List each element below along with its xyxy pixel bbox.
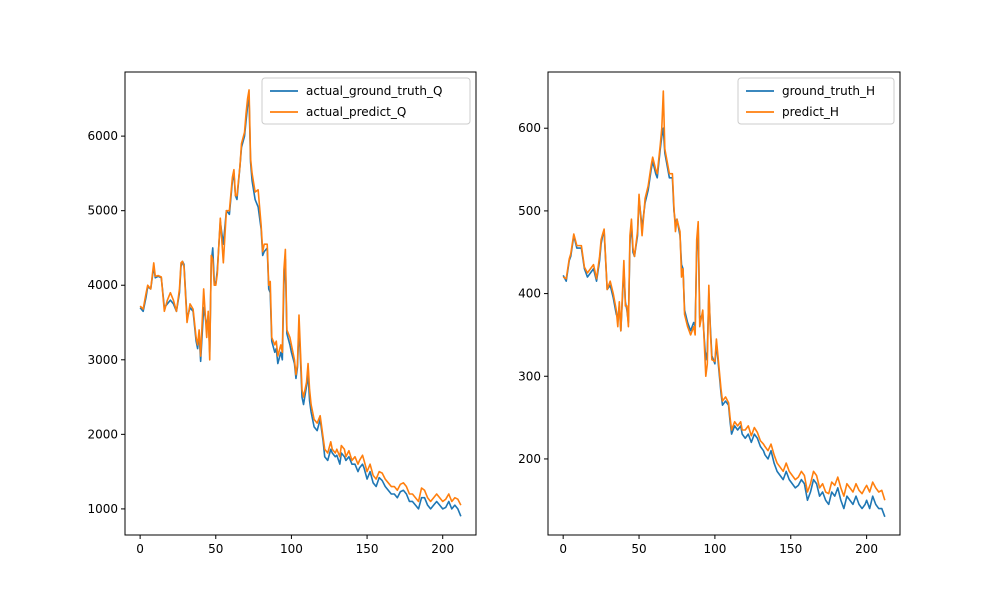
y-tick-label: 5000 <box>87 204 118 218</box>
x-tick-label: 50 <box>208 542 223 556</box>
axes-frame <box>124 71 477 536</box>
x-tick-label: 50 <box>631 542 646 556</box>
x-tick-label: 0 <box>559 542 567 556</box>
legend-box <box>261 77 471 125</box>
x-tick-label: 150 <box>356 542 379 556</box>
x-tick-label: 0 <box>136 542 144 556</box>
legend-label: actual_ground_truth_Q <box>306 84 442 98</box>
y-tick-label: 3000 <box>87 353 118 367</box>
legend-label: actual_predict_Q <box>306 105 406 119</box>
y-tick-label: 600 <box>518 121 541 135</box>
left-chart: 0 50 100 150 200 1000 2000 3000 4000 5000 6000 actu… <box>87 71 477 556</box>
x-tick-label: 100 <box>280 542 303 556</box>
y-tick-label: 300 <box>518 369 541 383</box>
legend: actual_ground_truth_Q actual_predict_Q <box>261 77 471 125</box>
legend-box <box>737 77 895 125</box>
y-tick-label: 200 <box>518 452 541 466</box>
x-tick-label: 200 <box>431 542 454 556</box>
y-tick-label: 2000 <box>87 427 118 441</box>
series-line-0 <box>139 98 462 517</box>
axes-frame <box>547 71 901 536</box>
series-line-1 <box>139 89 462 506</box>
y-tick-label: 400 <box>518 287 541 301</box>
y-tick-label: 6000 <box>87 129 118 143</box>
y-tick-label: 500 <box>518 204 541 218</box>
legend-label: predict_H <box>782 105 839 119</box>
legend: ground_truth_H predict_H <box>737 77 895 125</box>
y-tick-label: 4000 <box>87 278 118 292</box>
series-line-1 <box>562 90 886 501</box>
right-chart: 0 50 100 150 200 200 300 400 500 600 ground_truth_… <box>518 71 901 556</box>
x-tick-label: 150 <box>779 542 802 556</box>
y-tick-label: 1000 <box>87 502 118 516</box>
legend-label: ground_truth_H <box>782 84 875 98</box>
x-tick-label: 100 <box>703 542 726 556</box>
x-tick-label: 200 <box>855 542 878 556</box>
